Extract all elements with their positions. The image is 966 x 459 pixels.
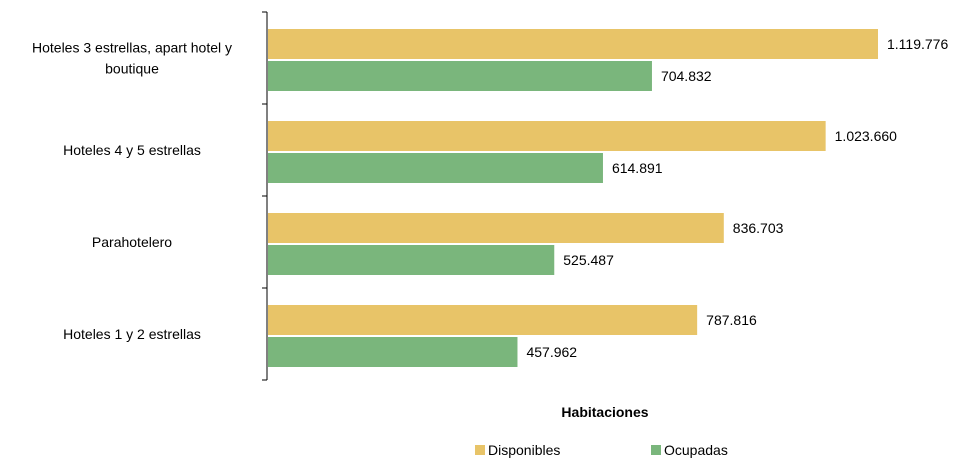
data-label: 787.816	[706, 312, 757, 328]
legend-swatch-ocupadas	[651, 445, 661, 455]
data-label: 457.962	[526, 344, 577, 360]
legend-swatch-disponibles	[475, 445, 485, 455]
category-tick-label: boutique	[105, 61, 159, 77]
data-label: 614.891	[612, 160, 663, 176]
bar-disponibles	[268, 121, 826, 151]
category-axis	[262, 11, 268, 381]
bar-disponibles	[268, 305, 698, 335]
data-label: 525.487	[563, 252, 614, 268]
bars	[268, 29, 878, 367]
category-tick-label: Hoteles 1 y 2 estrellas	[63, 326, 201, 342]
bar-disponibles	[268, 213, 724, 243]
legend-label: Disponibles	[488, 442, 560, 458]
data-label: 1.119.776	[887, 36, 948, 52]
data-label: 836.703	[733, 220, 784, 236]
legend: Disponibles Ocupadas	[475, 442, 728, 458]
x-axis-title: Habitaciones	[561, 404, 648, 420]
bar-ocupadas	[268, 153, 603, 183]
category-tick-label: Hoteles 3 estrellas, apart hotel y	[32, 40, 232, 56]
bar-ocupadas	[268, 61, 652, 91]
bar-ocupadas	[268, 245, 555, 275]
legend-label: Ocupadas	[664, 442, 728, 458]
category-tick-label: Hoteles 4 y 5 estrellas	[63, 142, 201, 158]
bar-ocupadas	[268, 337, 518, 367]
data-label: 704.832	[661, 68, 712, 84]
labels: Hoteles 3 estrellas, apart hotel y boutiq…	[32, 36, 948, 360]
category-tick-label: Parahotelero	[92, 234, 172, 250]
bar-disponibles	[268, 29, 878, 59]
data-label: 1.023.660	[835, 128, 897, 144]
